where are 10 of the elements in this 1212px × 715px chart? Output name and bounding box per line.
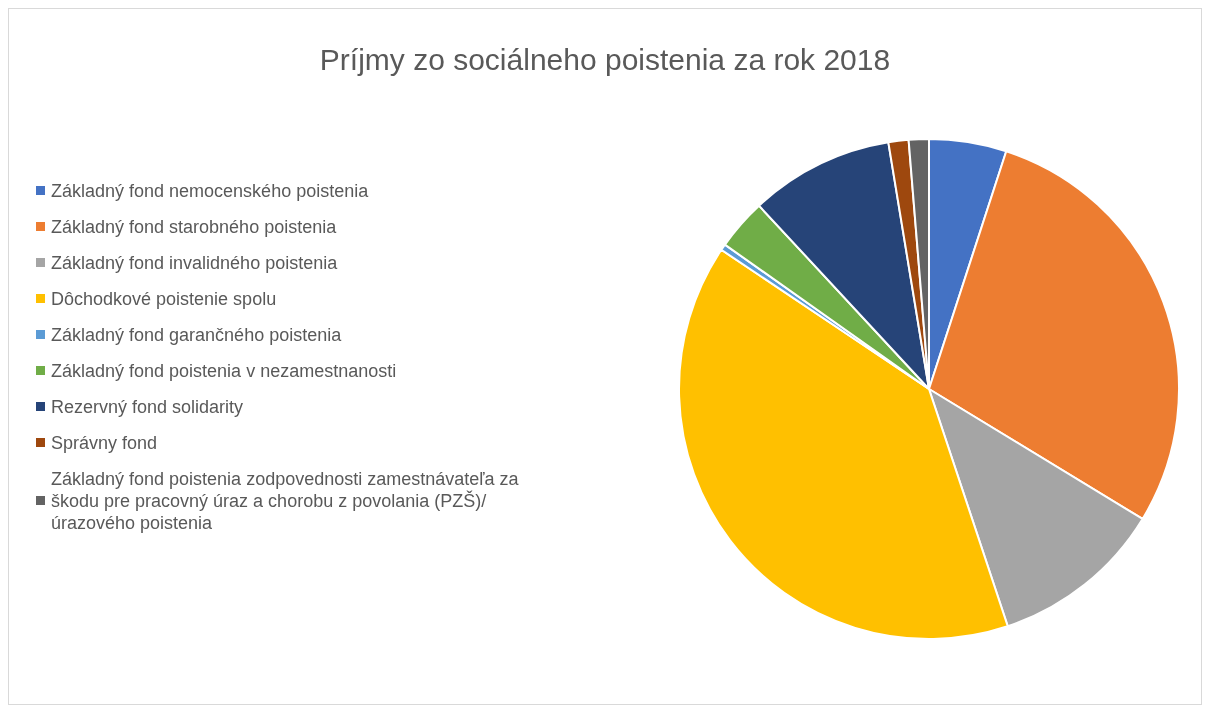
legend-label: Dôchodkové poistenie spolu (51, 288, 277, 309)
legend-label: Základný fond starobného poistenia (51, 216, 338, 237)
legend-label: Základný fond nemocenského poistenia (51, 180, 370, 201)
legend-label: Základný fond invalidného poistenia (51, 252, 339, 273)
legend-label: Rezervný fond solidarity (51, 396, 244, 417)
legend-label: Základný fond poistenia v nezamestnanosti (51, 360, 397, 381)
legend-label: Správny fond (51, 432, 158, 453)
chart-title: Príjmy zo sociálneho poistenia za rok 2018 (319, 42, 891, 76)
legend-label: Základný fond garančného poistenia (51, 324, 343, 345)
legend-label: Základný fond poistenia zodpovednosti zamestnávateľa za škodu pre pracovný úraz a chorobu z povolania (PZŠ)/ úrazového poistenia (51, 468, 524, 533)
